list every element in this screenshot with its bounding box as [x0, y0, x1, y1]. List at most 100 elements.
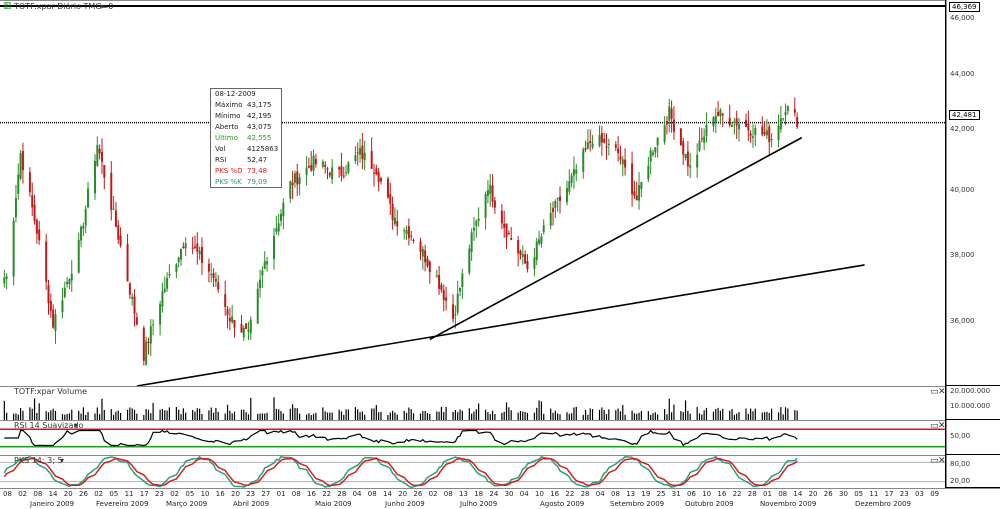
price-candle	[684, 154, 687, 159]
day-tick-label: 17	[884, 490, 894, 498]
price-candle	[82, 225, 85, 229]
price-candle	[682, 141, 685, 155]
price-candle	[249, 319, 252, 334]
price-candle	[163, 288, 166, 292]
price-candle	[582, 149, 585, 172]
chevron-down-icon[interactable]: ▾	[74, 421, 79, 430]
price-candle	[31, 195, 34, 208]
price-candle	[373, 172, 375, 174]
price-candle	[738, 124, 741, 130]
price-candle	[61, 300, 64, 313]
day-tick-label: 06	[687, 490, 696, 498]
price-candle	[552, 208, 555, 212]
info-key: RSI	[215, 156, 227, 164]
price-candle	[259, 279, 262, 289]
chart-icon[interactable]: ▥	[3, 1, 12, 11]
chevron-down-icon[interactable]: ▾	[60, 456, 65, 465]
day-tick-label: 03	[915, 490, 924, 498]
price-candle	[168, 273, 171, 276]
price-candle	[293, 173, 296, 183]
price-candle	[454, 314, 457, 316]
volume-axis: 20.000.000 10.000.000	[946, 386, 1000, 419]
pks-tick-label: 20,00	[950, 477, 971, 485]
volume-pane[interactable]: TOTF:xpar Volume ▭ ✕	[0, 386, 945, 420]
day-tick-label: 20	[398, 490, 408, 498]
info-row: Máximo 43,175	[211, 100, 281, 111]
price-candle	[191, 247, 194, 249]
price-candle	[705, 124, 708, 137]
rsi-pane[interactable]: RSI 14 Suavizado ▾ ▭ ✕	[0, 420, 945, 455]
price-candle	[340, 166, 343, 176]
price-candle	[21, 150, 24, 171]
price-candle	[535, 241, 538, 260]
price-plot	[0, 5, 945, 386]
price-candle	[70, 273, 73, 281]
price-candle	[112, 208, 115, 210]
price-candle	[217, 282, 220, 290]
day-tick-label: 10	[535, 490, 544, 498]
month-label: Novembro 2009	[760, 500, 817, 508]
price-tick-label: 40,000	[950, 186, 975, 194]
minimize-icon[interactable]: ▭	[930, 456, 939, 466]
day-tick-label: 08	[367, 490, 377, 498]
info-key: Vol	[215, 145, 226, 153]
price-pane[interactable]: ▥ TOTF:xpar Diário TMG=0 ▾ 08-12-2009 Má…	[0, 0, 945, 386]
day-tick-label: 02	[170, 490, 180, 498]
price-candle	[763, 132, 766, 135]
pks-pane[interactable]: PKS 14; 3; 5 ▾ ▭ ✕	[0, 455, 945, 488]
price-candle	[700, 138, 703, 140]
price-candle	[507, 232, 510, 234]
day-tick-label: 16	[550, 490, 560, 498]
price-candle	[631, 163, 634, 195]
price-candle	[198, 250, 201, 255]
minimize-icon[interactable]: ▭	[930, 387, 939, 397]
price-candle	[749, 133, 752, 136]
price-candle	[735, 118, 738, 126]
price-candle	[621, 159, 624, 165]
price-candle	[796, 117, 799, 127]
day-tick-label: 23	[899, 490, 909, 498]
close-icon[interactable]: ✕	[938, 421, 945, 431]
price-candle	[410, 235, 413, 237]
close-icon[interactable]: ✕	[938, 456, 945, 466]
day-tick-label: 30	[504, 490, 514, 498]
price-candle	[52, 309, 55, 328]
day-tick-label: 11	[869, 490, 879, 498]
price-candle	[386, 178, 389, 198]
price-candle	[45, 241, 48, 282]
price-candle	[768, 126, 771, 143]
price-candle	[793, 109, 796, 113]
day-tick-label: 20	[808, 490, 818, 498]
price-candle	[396, 221, 399, 227]
price-candle	[277, 223, 280, 232]
price-candle	[345, 172, 348, 174]
price-candle	[377, 171, 380, 183]
price-candle	[426, 258, 429, 266]
price-candle	[119, 235, 122, 246]
price-candle	[747, 123, 750, 131]
day-tick-label: 22	[322, 490, 332, 498]
price-candle	[363, 152, 366, 161]
price-candle	[591, 143, 594, 148]
price-candle	[568, 181, 571, 192]
day-tick-label: 20	[231, 490, 240, 498]
price-axis[interactable]: 46,369 46,000 44,000 42,481 42,000 40,00…	[946, 0, 1000, 385]
close-icon[interactable]: ✕	[938, 387, 945, 397]
chevron-down-icon[interactable]: ▾	[100, 2, 105, 11]
info-value: 52,47	[247, 156, 268, 164]
price-candle	[256, 288, 259, 324]
price-candle	[603, 138, 606, 143]
info-row: Mínimo 42,195	[211, 111, 281, 122]
price-candle	[712, 117, 715, 127]
price-candle	[389, 194, 392, 204]
day-tick-label: 19	[641, 490, 651, 498]
price-candle	[575, 169, 578, 174]
price-candle	[605, 146, 608, 148]
minimize-icon[interactable]: ▭	[930, 421, 939, 431]
price-candle	[133, 296, 136, 314]
price-candle	[570, 175, 573, 183]
price-candle	[407, 226, 410, 239]
day-tick-label: 14	[48, 490, 58, 498]
date-axis[interactable]: 08 02 08 14 20 26 02 05 11 17 23 02 05 10 16 20 23 27 01 08…	[0, 488, 1000, 509]
price-candle	[391, 204, 394, 221]
